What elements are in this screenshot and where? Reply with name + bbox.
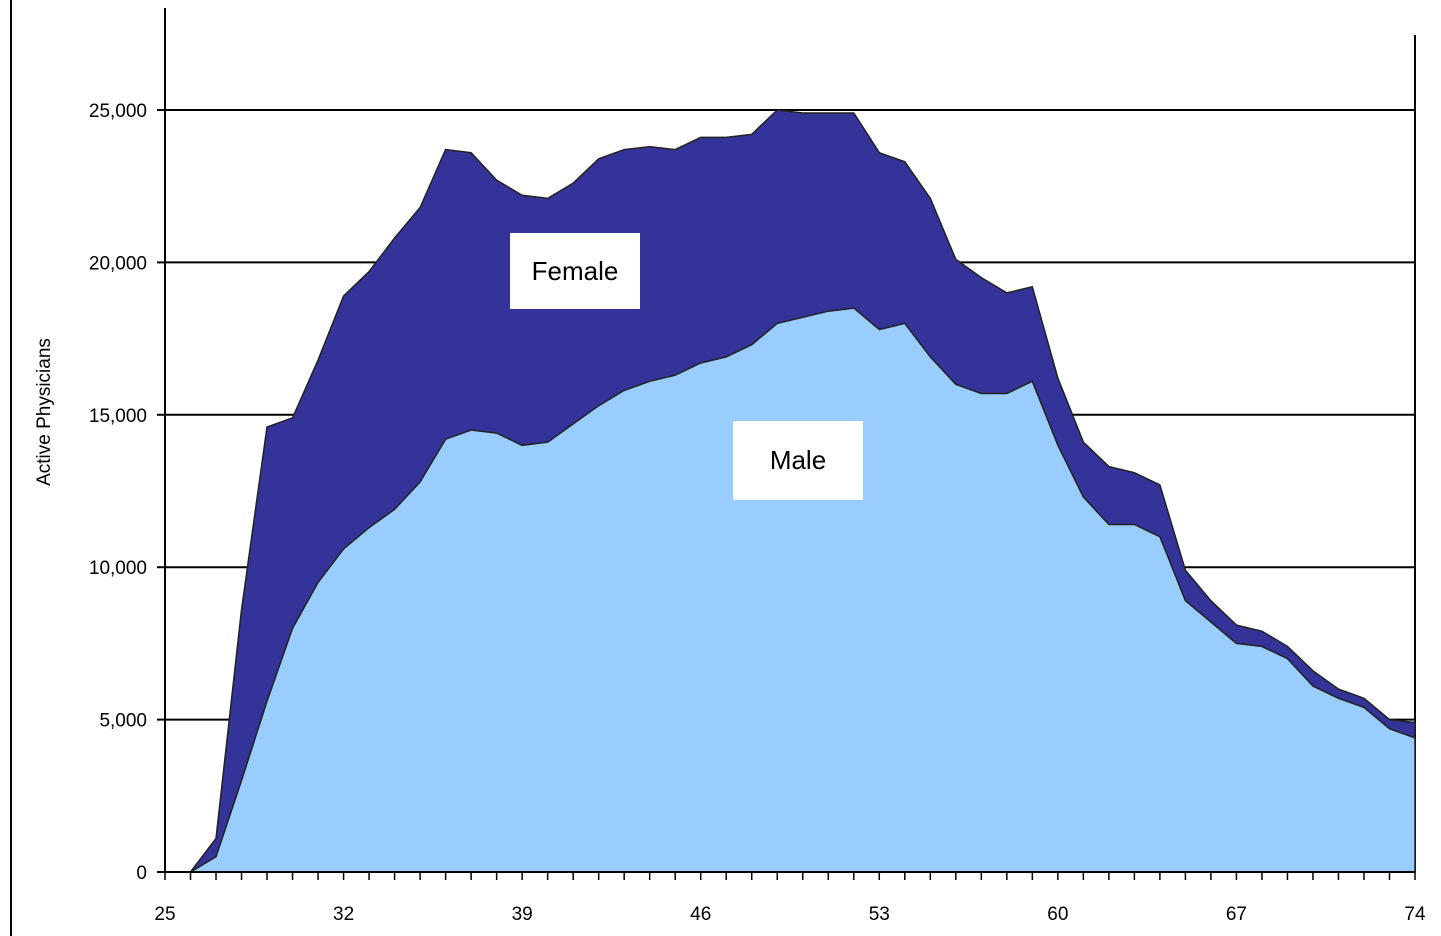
x-tick-label: 25 bbox=[154, 904, 175, 925]
x-tick-label: 53 bbox=[869, 904, 890, 925]
x-tick-label: 39 bbox=[512, 904, 533, 925]
x-tick-label: 67 bbox=[1226, 904, 1247, 925]
x-tick-label: 74 bbox=[1404, 904, 1426, 925]
y-tick-label: 25,000 bbox=[89, 101, 147, 122]
y-tick-label: 15,000 bbox=[89, 406, 147, 427]
female-label: Female bbox=[532, 256, 619, 286]
y-axis-ticks: 0 5,000 10,000 15,000 20,000 25,000 bbox=[89, 101, 165, 884]
x-axis-ticks: 25 32 39 46 53 60 67 74 bbox=[154, 872, 1426, 925]
y-tick-label: 0 bbox=[136, 863, 147, 884]
male-label: Male bbox=[770, 445, 826, 475]
y-tick-label: 20,000 bbox=[89, 253, 147, 274]
x-tick-label: 32 bbox=[333, 904, 354, 925]
x-tick-label: 46 bbox=[690, 904, 711, 925]
y-axis-title: Active Physicians bbox=[34, 338, 55, 486]
x-tick-label: 60 bbox=[1047, 904, 1068, 925]
y-tick-label: 5,000 bbox=[99, 711, 147, 732]
y-tick-label: 10,000 bbox=[89, 558, 147, 579]
male-area bbox=[165, 307, 1416, 873]
male-label-box: Male bbox=[733, 421, 863, 500]
female-label-box: Female bbox=[510, 233, 640, 309]
